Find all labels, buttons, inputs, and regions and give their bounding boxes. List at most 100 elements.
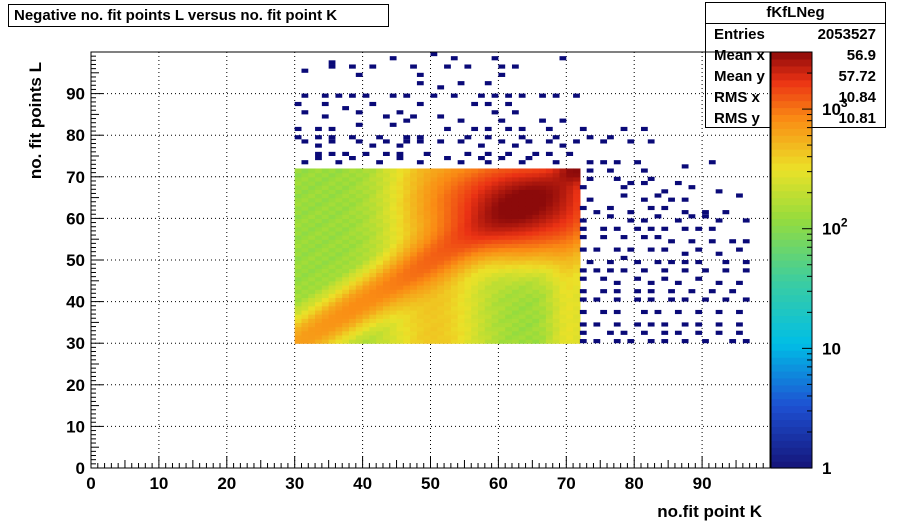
heatmap-bin: [349, 293, 357, 299]
heatmap-bin: [301, 326, 309, 332]
heatmap-bin: [559, 210, 567, 215]
heatmap-bin: [545, 318, 554, 323]
heatmap-bin: [362, 230, 370, 236]
sparse-bin: [722, 297, 730, 302]
heatmap-bin: [444, 284, 452, 290]
heatmap-bin: [328, 189, 337, 195]
heatmap-bin: [349, 172, 357, 178]
sparse-bin: [430, 52, 438, 57]
heatmap-bin: [471, 276, 479, 282]
heatmap-bin: [416, 305, 425, 311]
heatmap-bin: [566, 326, 574, 332]
sparse-bin: [471, 126, 479, 132]
heatmap-bin: [382, 289, 391, 294]
heatmap-bin: [491, 189, 499, 195]
heatmap-bin: [328, 218, 337, 224]
heatmap-bin: [478, 318, 486, 323]
heatmap-bin: [552, 243, 561, 249]
palette-band: [771, 322, 812, 330]
heatmap-bin: [573, 205, 581, 211]
heatmap-bin: [525, 318, 533, 323]
palette-band: [771, 114, 812, 122]
heatmap-bin: [315, 314, 323, 319]
heatmap-bin: [511, 205, 520, 211]
heatmap-bin: [355, 318, 364, 323]
heatmap-bin: [301, 334, 309, 340]
heatmap-bin: [532, 197, 540, 203]
heatmap-bin: [511, 193, 520, 199]
heatmap-bin: [369, 322, 377, 328]
heatmap-bin: [559, 255, 567, 261]
sparse-bin: [457, 160, 465, 165]
heatmap-bin: [369, 218, 377, 224]
heatmap-bin: [525, 172, 533, 178]
heatmap-bin: [566, 330, 574, 336]
heatmap-bin: [335, 247, 343, 253]
heatmap-bin: [349, 197, 357, 203]
heatmap-bin: [450, 301, 459, 307]
heatmap-bin: [539, 218, 547, 224]
heatmap-bin: [321, 330, 330, 336]
heatmap-bin: [328, 185, 337, 190]
heatmap-bin: [416, 334, 425, 340]
heatmap-bin: [505, 264, 513, 269]
heatmap-bin: [511, 176, 520, 182]
heatmap-bin: [552, 205, 561, 211]
heatmap-bin: [410, 297, 418, 303]
heatmap-bin: [539, 189, 547, 195]
heatmap-bin: [355, 297, 364, 303]
heatmap-bin: [532, 226, 540, 232]
heatmap-bin: [376, 339, 384, 344]
sparse-bin: [593, 268, 601, 273]
heatmap-bin: [410, 205, 418, 211]
heatmap-bin: [396, 235, 404, 240]
heatmap-bin: [362, 309, 370, 315]
sparse-bin: [539, 118, 546, 123]
heatmap-bin: [328, 193, 337, 199]
palette-band: [771, 426, 812, 434]
heatmap-bin: [464, 235, 472, 240]
heatmap-bin: [545, 280, 554, 286]
sparse-bin: [640, 268, 648, 273]
heatmap-bin: [471, 260, 479, 265]
heatmap-bin: [566, 334, 574, 340]
heatmap-bin: [471, 301, 479, 307]
heatmap-bin: [573, 280, 581, 286]
heatmap-bin: [430, 189, 438, 195]
heatmap-bin: [315, 339, 323, 344]
heatmap-bin: [294, 339, 303, 344]
heatmap-bin: [437, 260, 445, 265]
heatmap-bin: [301, 176, 309, 182]
heatmap-bin: [321, 210, 330, 215]
heatmap-bin: [545, 326, 554, 332]
heatmap-bin: [294, 247, 303, 253]
heatmap-bin: [389, 214, 398, 219]
heatmap-bin: [471, 326, 479, 332]
heatmap-bin: [505, 222, 513, 228]
heatmap-bin: [389, 168, 398, 174]
heatmap-bin: [559, 318, 567, 323]
heatmap-bin: [478, 268, 486, 274]
heatmap-bin: [416, 280, 425, 286]
heatmap-bin: [573, 326, 581, 332]
heatmap-bin: [484, 247, 493, 253]
heatmap-bin: [382, 326, 391, 332]
heatmap-bin: [559, 293, 567, 299]
heatmap-bin: [342, 180, 350, 186]
palette-band: [771, 142, 812, 150]
heatmap-bin: [362, 326, 370, 332]
heatmap-bin: [321, 197, 330, 203]
sparse-bin: [715, 309, 723, 315]
heatmap-bin: [437, 247, 445, 253]
heatmap-bin: [315, 260, 323, 265]
palette-band: [771, 100, 812, 109]
sparse-bin: [681, 210, 689, 215]
heatmap-bin: [423, 197, 432, 203]
heatmap-bin: [478, 218, 486, 224]
heatmap-bin: [573, 314, 581, 319]
heatmap-bin: [444, 197, 452, 203]
sparse-bin: [579, 322, 587, 327]
heatmap-bin: [423, 189, 432, 195]
heatmap-bin: [349, 322, 357, 328]
heatmap-bin: [349, 251, 357, 257]
